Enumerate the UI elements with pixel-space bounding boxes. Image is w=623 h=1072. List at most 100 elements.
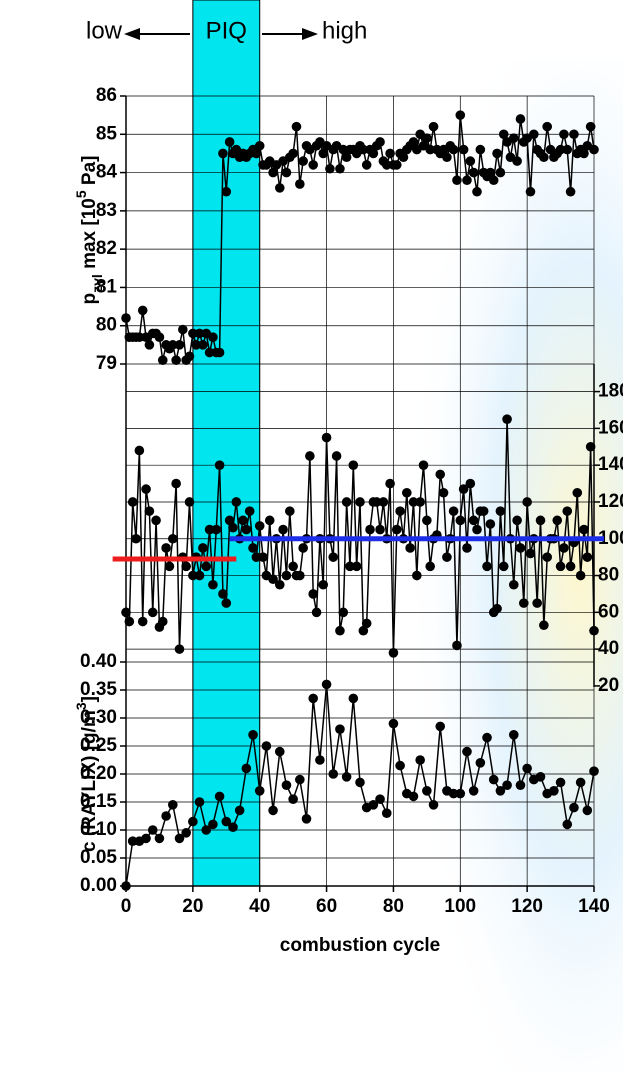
data-point [348, 693, 359, 704]
data-point [298, 543, 308, 553]
x-tick-label: 40 [249, 896, 270, 917]
data-point [231, 497, 242, 507]
data-point [214, 791, 225, 802]
data-point [345, 561, 355, 572]
data-point [482, 561, 492, 572]
data-point [311, 607, 322, 618]
data-point [422, 786, 432, 796]
data-point [328, 552, 339, 562]
data-point [181, 561, 191, 572]
data-point [398, 152, 409, 163]
plot-layer: PIQ low high 79 80 81 82 83 84 85 86 pzyl max [105 … [73, 0, 623, 956]
data-point [391, 524, 402, 535]
data-point [295, 570, 305, 581]
data-point [318, 579, 329, 590]
y-axis-label-part: c (RAYLIX) [g/m [79, 710, 100, 852]
data-point [221, 816, 232, 827]
data-point [549, 786, 559, 796]
data-point [381, 160, 392, 170]
data-point [274, 183, 285, 193]
data-point [194, 570, 205, 581]
data-point [355, 497, 365, 507]
data-point [214, 347, 225, 358]
data-point [127, 497, 138, 507]
data-point [211, 524, 222, 535]
data-point [291, 121, 302, 132]
data-point [498, 129, 509, 140]
data-point [452, 640, 462, 651]
data-point [201, 561, 212, 572]
data-point [488, 175, 499, 186]
data-point [582, 805, 593, 816]
data-point [157, 616, 168, 627]
data-point [154, 332, 165, 343]
data-point [585, 441, 596, 452]
data-point [525, 186, 536, 197]
data-point [171, 355, 181, 365]
data-point [171, 478, 181, 489]
data-point [274, 579, 285, 590]
data-point [375, 794, 385, 804]
data-point [328, 769, 339, 779]
data-point [485, 167, 496, 178]
data-point [365, 524, 375, 535]
data-point [137, 616, 148, 627]
data-point [147, 825, 158, 835]
data-point [241, 763, 252, 774]
data-point [579, 148, 589, 159]
data-point [525, 548, 536, 559]
data-point [569, 129, 579, 140]
data-point [168, 800, 178, 810]
y-axis-label-part: ] [79, 696, 100, 702]
data-point [559, 543, 569, 553]
data-point [425, 561, 436, 572]
data-point [184, 497, 195, 507]
data-point [562, 819, 573, 830]
data-point [137, 305, 148, 316]
data-point [428, 121, 439, 132]
x-tick-label: 80 [383, 896, 404, 917]
data-point [121, 607, 131, 618]
data-point [268, 167, 278, 178]
data-point [144, 506, 155, 516]
data-point [181, 828, 191, 838]
y-axis-label-part: 5 [73, 190, 89, 198]
data-point [468, 786, 479, 796]
data-point [144, 340, 155, 350]
y-tick-label: 0.20 [80, 763, 117, 784]
data-point [555, 777, 566, 788]
data-point [168, 340, 178, 350]
data-point [385, 478, 395, 489]
data-point [385, 148, 395, 159]
y-axis-label-part: p [79, 293, 100, 305]
data-point [408, 497, 419, 507]
data-point [515, 114, 526, 124]
data-point [335, 163, 345, 174]
y-tick-label: 0.05 [80, 847, 117, 868]
data-point [308, 589, 319, 599]
data-point [395, 506, 405, 516]
data-point [562, 144, 573, 155]
data-point [391, 160, 402, 170]
data-point [475, 758, 486, 768]
data-point [218, 148, 228, 159]
data-point [542, 552, 552, 562]
data-point [388, 718, 399, 729]
data-point [589, 625, 599, 636]
data-point [224, 515, 235, 526]
data-point [448, 144, 459, 155]
data-point [542, 121, 552, 132]
data-point [422, 133, 432, 143]
data-point [147, 607, 158, 618]
data-point [552, 515, 563, 526]
data-point [151, 515, 161, 526]
data-point [455, 110, 466, 120]
y-tick-label: 85 [96, 123, 118, 144]
data-point [478, 506, 489, 516]
data-point [228, 822, 238, 832]
data-point [168, 533, 178, 544]
data-point [221, 186, 232, 197]
data-point [415, 497, 425, 507]
data-point [472, 524, 482, 535]
data-point [368, 800, 379, 810]
